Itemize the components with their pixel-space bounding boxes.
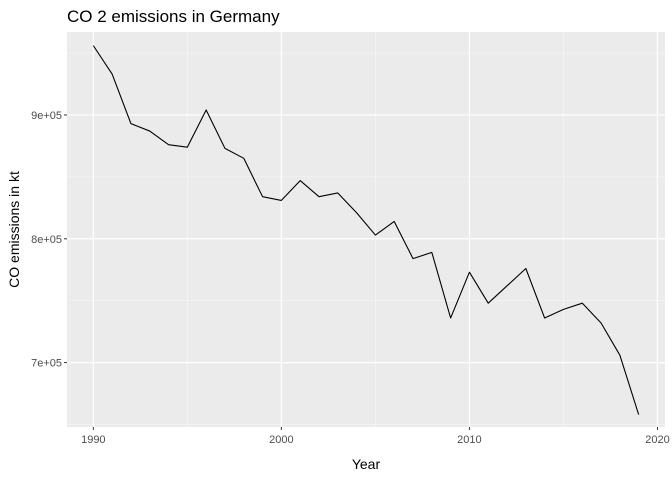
x-tick-labels: 1990 2000 2010 2020 [81,434,670,446]
x-tick-label: 2010 [457,434,481,446]
y-tick-label: 8e+05 [31,234,62,246]
x-tick-label: 2020 [645,434,669,446]
axis-ticks [64,114,658,430]
major-gridlines [67,32,665,427]
x-tick-label: 1990 [81,434,105,446]
y-tick-label: 9e+05 [31,110,62,122]
chart-title: CO 2 emissions in Germany [67,7,280,26]
series-layer [92,45,640,415]
y-axis-title: CO emissions in kt [6,171,22,288]
x-axis-title: Year [352,456,381,472]
co2-emissions-line [92,45,640,415]
x-tick-label: 2000 [269,434,293,446]
y-tick-labels: 7e+05 8e+05 9e+05 [31,110,62,370]
y-tick-label: 7e+05 [31,358,62,370]
plot-panel [67,32,665,427]
minor-gridlines [67,32,665,427]
